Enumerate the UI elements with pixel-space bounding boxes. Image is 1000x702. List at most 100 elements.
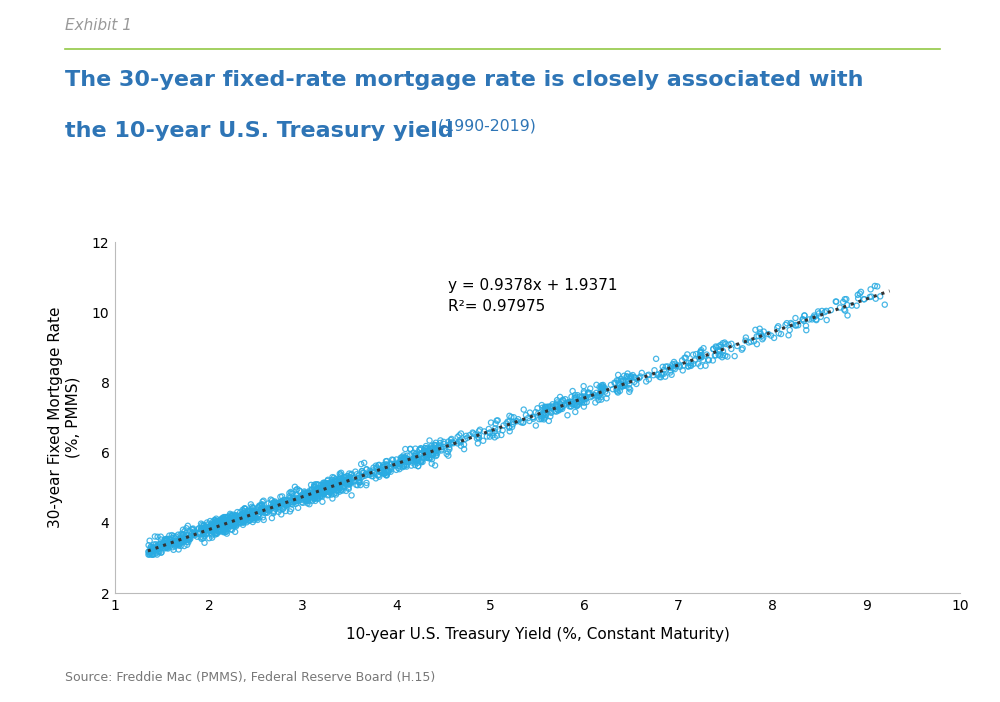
Point: [549, 395, 565, 406]
Point: [754, 333, 770, 345]
Point: [358, 479, 374, 491]
Point: [177, 535, 193, 546]
Point: [366, 468, 382, 479]
Point: [358, 477, 374, 489]
Point: [140, 546, 156, 557]
Point: [337, 475, 353, 486]
Point: [274, 491, 290, 502]
Point: [169, 538, 185, 549]
Point: [868, 293, 884, 304]
Point: [700, 354, 716, 365]
Point: [341, 483, 357, 494]
Point: [388, 459, 404, 470]
Point: [324, 479, 340, 490]
Point: [185, 523, 201, 534]
Point: [551, 403, 567, 414]
Point: [593, 392, 609, 403]
Point: [324, 482, 340, 493]
Point: [783, 317, 799, 329]
Point: [839, 300, 855, 311]
Point: [239, 508, 255, 519]
Point: [248, 512, 264, 524]
Point: [487, 423, 503, 434]
Point: [755, 332, 771, 343]
Point: [626, 371, 642, 383]
Point: [693, 346, 709, 357]
Point: [406, 453, 422, 465]
Point: [313, 479, 329, 491]
Point: [339, 477, 355, 489]
Point: [342, 477, 358, 489]
Point: [240, 510, 256, 521]
Point: [227, 512, 243, 523]
Point: [784, 319, 800, 330]
Point: [418, 446, 434, 458]
Point: [152, 538, 168, 550]
Point: [246, 515, 262, 526]
Point: [518, 409, 534, 420]
Point: [185, 524, 201, 536]
Point: [410, 454, 426, 465]
Point: [326, 472, 342, 483]
Point: [414, 449, 430, 460]
Point: [588, 388, 604, 399]
Point: [337, 476, 353, 487]
Point: [814, 305, 830, 317]
Point: [142, 548, 158, 559]
Point: [672, 361, 688, 372]
Point: [315, 488, 331, 499]
Point: [265, 508, 281, 519]
Point: [236, 510, 252, 522]
Point: [238, 509, 254, 520]
Point: [432, 440, 448, 451]
Point: [145, 549, 161, 560]
Point: [425, 447, 441, 458]
Point: [176, 541, 192, 552]
Point: [440, 450, 456, 461]
Point: [358, 469, 374, 480]
Point: [207, 520, 223, 531]
Point: [500, 416, 516, 428]
Point: [378, 470, 394, 481]
Point: [198, 527, 214, 538]
Point: [318, 486, 334, 497]
Point: [621, 386, 637, 397]
Point: [528, 420, 544, 431]
Point: [264, 495, 280, 506]
Point: [311, 489, 327, 500]
Point: [424, 443, 440, 454]
Point: [384, 454, 400, 465]
Point: [324, 472, 340, 483]
Point: [749, 338, 765, 350]
Point: [223, 513, 239, 524]
Point: [211, 526, 227, 537]
Point: [227, 526, 243, 538]
Point: [244, 510, 260, 521]
Point: [482, 431, 498, 442]
Point: [501, 416, 517, 427]
Point: [530, 403, 546, 414]
Point: [171, 544, 187, 555]
Point: [377, 459, 393, 470]
Point: [576, 397, 592, 409]
Point: [715, 345, 731, 357]
Point: [595, 385, 611, 396]
Point: [197, 523, 213, 534]
Point: [621, 383, 637, 394]
Point: [594, 383, 610, 395]
Point: [488, 418, 504, 429]
Point: [545, 399, 561, 410]
Point: [535, 409, 551, 420]
Point: [237, 503, 253, 514]
Point: [160, 539, 176, 550]
Point: [599, 392, 615, 404]
Point: [342, 472, 358, 483]
Point: [163, 540, 179, 551]
Point: [355, 471, 371, 482]
Point: [412, 444, 428, 455]
Point: [567, 406, 583, 418]
Point: [528, 406, 544, 418]
Point: [429, 447, 445, 458]
Point: [396, 461, 412, 472]
Point: [157, 543, 173, 554]
